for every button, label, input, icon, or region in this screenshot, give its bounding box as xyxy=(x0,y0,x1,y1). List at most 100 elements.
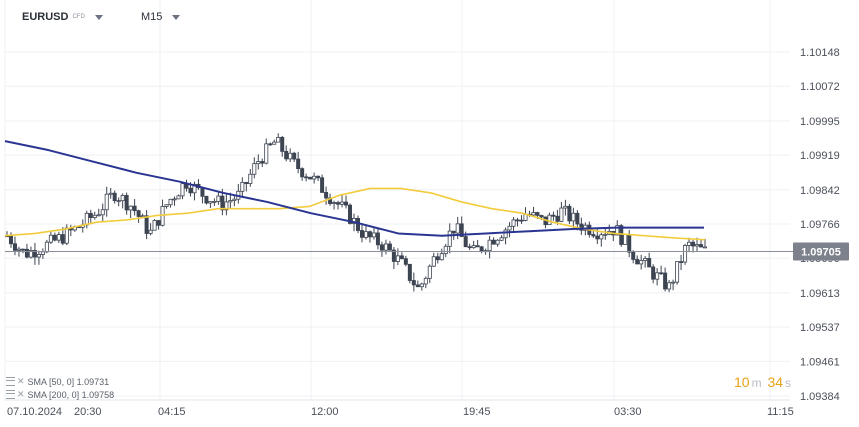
candle-body xyxy=(108,192,113,195)
candle-body xyxy=(539,214,544,218)
candle-body xyxy=(212,201,217,203)
candle-body xyxy=(375,232,380,246)
candle-body xyxy=(256,161,261,165)
candle-body xyxy=(403,258,408,265)
candle-body xyxy=(623,234,628,245)
candle-body xyxy=(699,244,704,248)
candle-body xyxy=(312,175,317,180)
time-tick-label: 11:15 xyxy=(767,406,794,418)
candle-body xyxy=(387,243,392,251)
candle-body xyxy=(563,205,568,209)
time-tick-label: 03:30 xyxy=(614,406,642,418)
price-tick-label: 1.10072 xyxy=(800,81,840,93)
candle-body xyxy=(615,225,620,236)
candle-body xyxy=(224,201,229,211)
settings-icon[interactable] xyxy=(6,377,15,386)
indicator-label: SMA [50, 0] xyxy=(27,376,75,387)
candle-body xyxy=(463,236,468,248)
candle-body xyxy=(391,249,396,262)
price-tick-label: 1.09461 xyxy=(800,356,840,368)
candle-body xyxy=(244,182,249,184)
candle-body xyxy=(344,201,349,206)
price-tick-label: 1.09919 xyxy=(800,150,840,162)
candle-body xyxy=(36,254,41,258)
candle-body xyxy=(431,256,436,267)
candle-body xyxy=(60,234,65,244)
candle-body xyxy=(459,223,464,237)
candle-body xyxy=(176,195,181,200)
countdown-seconds-unit: s xyxy=(785,376,792,390)
symbol-selector[interactable]: EURUSD CFD xyxy=(22,11,103,23)
candle-body xyxy=(663,272,668,290)
close-icon[interactable]: ✕ xyxy=(17,376,25,386)
candle-body xyxy=(52,234,57,241)
candle-body xyxy=(88,212,93,218)
candle-body xyxy=(419,283,424,288)
candle-body xyxy=(691,241,696,247)
candle-body xyxy=(332,202,337,204)
candle-body xyxy=(20,248,25,251)
candle-body xyxy=(595,235,600,240)
price-tick-label: 1.09384 xyxy=(800,391,840,403)
last-price-marker: 1.09705 xyxy=(5,242,849,261)
instrument-type: CFD xyxy=(72,14,85,20)
settings-icon[interactable] xyxy=(6,390,15,399)
candle-body xyxy=(495,239,500,245)
candle-body xyxy=(112,192,117,202)
candle-body xyxy=(695,244,700,247)
candle-body xyxy=(12,243,17,251)
candle-body xyxy=(647,258,652,268)
candle-body xyxy=(355,218,360,231)
candle-body xyxy=(619,225,624,245)
candle-body xyxy=(367,231,372,238)
close-icon[interactable]: ✕ xyxy=(17,389,25,399)
candle-body xyxy=(92,214,97,218)
timeframe-label: M15 xyxy=(141,11,163,23)
candle-body xyxy=(399,255,404,260)
candle-body xyxy=(411,280,416,286)
indicator-sma50[interactable]: ✕ SMA [50, 0] 1.09731 xyxy=(6,376,109,387)
candle-body xyxy=(643,258,648,261)
candle-body xyxy=(371,232,376,238)
candle-body xyxy=(667,282,672,290)
candle-body xyxy=(591,234,596,237)
candle-body xyxy=(208,201,213,204)
candle-body xyxy=(84,212,89,226)
candle-body xyxy=(148,229,153,234)
candle-body xyxy=(551,214,556,217)
last-price-box xyxy=(793,242,849,261)
candle-body xyxy=(515,219,520,222)
candle-body xyxy=(336,202,341,205)
time-tick-label: 12:00 xyxy=(311,406,339,418)
candle-body xyxy=(260,161,265,164)
price-tick-label: 1.09766 xyxy=(800,219,840,231)
price-tick-label: 1.09613 xyxy=(800,288,840,300)
candle-body xyxy=(100,209,105,216)
candle-body xyxy=(64,227,69,244)
price-axis: 1.10148 1.10072 1.09995 1.09919 1.09842 1.097… xyxy=(800,47,840,403)
candle-body xyxy=(455,223,460,234)
candle-body xyxy=(575,212,580,225)
candle-body xyxy=(104,193,109,211)
candle-body xyxy=(651,266,656,280)
candle-body xyxy=(116,200,121,203)
candle-body xyxy=(491,239,496,245)
moving-averages xyxy=(4,140,706,241)
candle-body xyxy=(447,230,452,247)
candle-body xyxy=(300,168,305,178)
candle-body xyxy=(547,214,552,226)
candle-body xyxy=(264,143,269,164)
candle-body xyxy=(16,248,21,251)
timeframe-selector[interactable]: M15 xyxy=(141,11,181,23)
candle-body xyxy=(228,200,233,203)
candle-body xyxy=(200,187,205,197)
candlestick-series xyxy=(5,133,708,293)
candle-body xyxy=(503,229,508,239)
indicator-sma200[interactable]: ✕ SMA [200, 0] 1.09758 xyxy=(6,389,114,400)
candle-body xyxy=(292,152,297,160)
candle-body xyxy=(679,261,684,263)
candle-body xyxy=(511,219,516,227)
candle-body xyxy=(192,183,197,194)
candle-body xyxy=(383,243,388,251)
